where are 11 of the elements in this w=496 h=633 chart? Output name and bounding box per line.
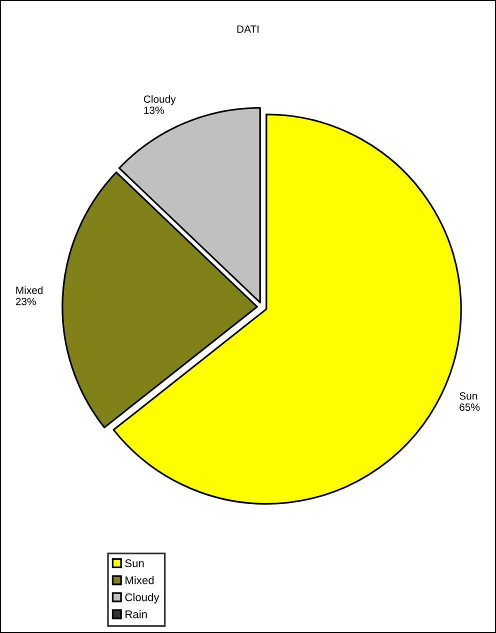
- chart-title: DATI: [237, 26, 259, 33]
- slice-label: Cloudy: [144, 95, 176, 105]
- data-label: 23%: [16, 298, 36, 306]
- legend-label: Cloudy: [125, 593, 160, 604]
- legend-label: Rain: [126, 610, 147, 618]
- data-label: 13%: [144, 106, 164, 114]
- data-label: 65%: [460, 404, 480, 411]
- slice-label: Sun: [460, 392, 477, 400]
- legend-label: Mixed: [126, 576, 154, 584]
- legend-label: Sun: [125, 559, 144, 568]
- slice-label: Mixed: [16, 286, 43, 294]
